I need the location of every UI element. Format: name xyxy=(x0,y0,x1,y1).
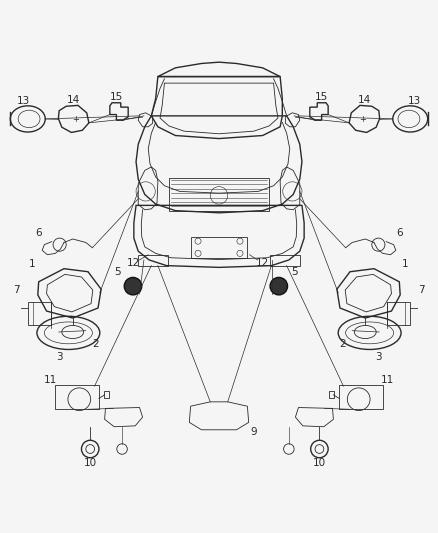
Text: 9: 9 xyxy=(251,427,257,438)
Circle shape xyxy=(270,277,288,295)
Text: +: + xyxy=(72,115,79,124)
Bar xyxy=(270,255,300,265)
Text: 11: 11 xyxy=(44,375,57,385)
Text: 6: 6 xyxy=(396,228,403,238)
Bar xyxy=(329,391,334,398)
Text: 15: 15 xyxy=(110,92,123,102)
Text: 3: 3 xyxy=(375,352,381,362)
Text: 7: 7 xyxy=(14,285,20,295)
Text: 14: 14 xyxy=(67,95,80,104)
Text: 10: 10 xyxy=(84,458,97,469)
Bar xyxy=(387,302,410,325)
Bar xyxy=(28,302,51,325)
Bar xyxy=(191,237,247,258)
Text: 6: 6 xyxy=(35,228,42,238)
Text: +: + xyxy=(359,115,366,124)
Text: 13: 13 xyxy=(408,95,421,106)
Bar xyxy=(104,391,109,398)
Circle shape xyxy=(124,277,142,295)
Text: 10: 10 xyxy=(313,458,326,469)
Bar xyxy=(138,255,168,265)
Text: 11: 11 xyxy=(381,375,394,385)
Text: 2: 2 xyxy=(92,339,99,349)
Text: 12: 12 xyxy=(256,258,269,268)
Text: 15: 15 xyxy=(315,92,328,102)
Text: 13: 13 xyxy=(17,95,30,106)
Text: 1: 1 xyxy=(402,260,409,269)
Text: 5: 5 xyxy=(114,267,121,277)
Bar xyxy=(339,385,383,409)
Text: 7: 7 xyxy=(418,285,424,295)
Text: 12: 12 xyxy=(127,258,141,268)
Text: 14: 14 xyxy=(358,95,371,104)
Text: 1: 1 xyxy=(29,260,36,269)
Text: 5: 5 xyxy=(291,267,297,277)
Bar xyxy=(55,385,99,409)
Text: 3: 3 xyxy=(57,352,63,362)
Text: 2: 2 xyxy=(339,339,346,349)
Bar xyxy=(169,178,269,211)
